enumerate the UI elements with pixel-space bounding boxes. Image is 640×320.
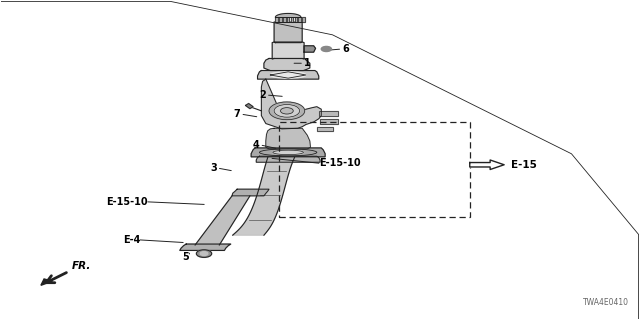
Bar [319, 110, 338, 116]
Polygon shape [233, 157, 294, 235]
Ellipse shape [270, 72, 306, 78]
Polygon shape [470, 160, 504, 170]
Polygon shape [266, 128, 310, 149]
Polygon shape [264, 59, 310, 70]
Polygon shape [275, 17, 278, 22]
Circle shape [196, 250, 212, 257]
Polygon shape [275, 13, 301, 17]
Text: 2: 2 [259, 90, 266, 100]
Polygon shape [195, 196, 250, 245]
Polygon shape [274, 22, 302, 43]
Polygon shape [298, 17, 301, 22]
Bar [320, 119, 338, 124]
Polygon shape [256, 156, 320, 162]
Bar [319, 110, 338, 116]
Bar [317, 127, 333, 132]
Polygon shape [261, 79, 321, 129]
Text: 3: 3 [210, 163, 217, 173]
Polygon shape [283, 17, 285, 22]
Polygon shape [294, 17, 297, 22]
Circle shape [321, 46, 332, 52]
Polygon shape [272, 42, 304, 59]
Polygon shape [180, 244, 231, 251]
Circle shape [200, 252, 208, 255]
Polygon shape [246, 104, 253, 108]
Text: 1: 1 [304, 58, 311, 68]
Polygon shape [251, 148, 325, 157]
Polygon shape [232, 189, 269, 196]
Bar [317, 127, 333, 132]
Text: E-15-10: E-15-10 [319, 158, 360, 168]
Text: 6: 6 [342, 44, 349, 54]
Circle shape [269, 102, 305, 120]
Text: TWA4E0410: TWA4E0410 [583, 298, 629, 307]
Circle shape [280, 108, 293, 114]
Polygon shape [291, 17, 293, 22]
Polygon shape [257, 70, 319, 79]
Circle shape [274, 105, 300, 117]
Text: FR.: FR. [72, 261, 92, 271]
Text: 5: 5 [182, 252, 189, 262]
Text: 7: 7 [234, 109, 241, 119]
Polygon shape [279, 17, 282, 22]
Polygon shape [41, 279, 52, 285]
Text: 4: 4 [253, 140, 259, 150]
Text: E-4: E-4 [123, 235, 140, 245]
Ellipse shape [273, 150, 303, 155]
Bar [320, 119, 338, 124]
Polygon shape [304, 46, 316, 52]
Text: E-15: E-15 [511, 160, 536, 170]
Polygon shape [302, 17, 305, 22]
Text: E-15-10: E-15-10 [106, 197, 148, 207]
Polygon shape [287, 17, 289, 22]
